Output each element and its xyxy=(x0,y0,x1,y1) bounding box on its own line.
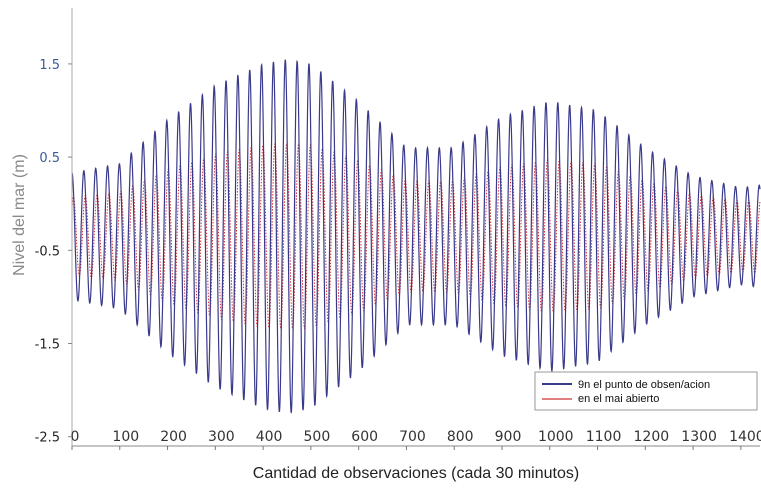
y-tick-label: -2.5 xyxy=(35,431,60,446)
x-tick-label: 500 xyxy=(304,429,331,445)
y-ticks: -2.5 -1.5 -0.5 0.5 1.5 xyxy=(35,58,72,446)
x-tick-label: 1300 xyxy=(681,429,717,445)
legend-label-observation: 9n el punto de obsen/acion xyxy=(578,379,710,391)
y-tick-label: 1.5 xyxy=(39,58,60,73)
x-tick-label: 900 xyxy=(495,429,522,445)
x-tick-label: 1400 xyxy=(729,429,761,445)
x-tick-label: 0 xyxy=(71,429,80,445)
x-axis-title: Cantidad de observaciones (cada 30 minut… xyxy=(253,465,579,482)
x-tick-label: 100 xyxy=(112,429,139,445)
y-tick-label: -1.5 xyxy=(35,337,60,352)
x-ticks: 0 100 200 300 400 500 600 700 800 900 1000 1100 1200… xyxy=(71,429,761,450)
x-tick-label: 200 xyxy=(160,429,187,445)
series-layer xyxy=(71,59,761,414)
x-tick-label: 1100 xyxy=(586,429,622,445)
x-tick-label: 300 xyxy=(208,429,235,445)
x-tick-label: 700 xyxy=(399,429,426,445)
legend: 9n el punto de obsen/acion en el mai abi… xyxy=(534,371,758,411)
y-tick-label: -0.5 xyxy=(35,244,60,259)
x-tick-label: 1000 xyxy=(538,429,574,445)
x-tick-label: 800 xyxy=(447,429,474,445)
series-observation-line xyxy=(71,59,761,414)
legend-box xyxy=(534,371,758,411)
x-tick-label: 1200 xyxy=(634,429,670,445)
y-axis-title: Nivel del mar (m) xyxy=(11,154,28,276)
y-tick-label: 0.5 xyxy=(39,151,60,166)
x-tick-label: 400 xyxy=(256,429,283,445)
legend-label-open-sea: en el mai abierto xyxy=(578,393,659,405)
x-tick-label: 600 xyxy=(351,429,378,445)
